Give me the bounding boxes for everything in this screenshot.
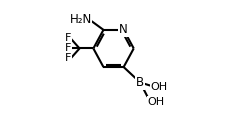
Text: H₂N: H₂N (69, 13, 92, 26)
Text: OH: OH (147, 97, 165, 107)
Text: F: F (65, 43, 72, 53)
Text: OH: OH (151, 82, 168, 92)
Text: B: B (136, 76, 144, 89)
Text: N: N (119, 23, 128, 36)
Text: F: F (65, 53, 72, 63)
Text: F: F (65, 33, 72, 43)
